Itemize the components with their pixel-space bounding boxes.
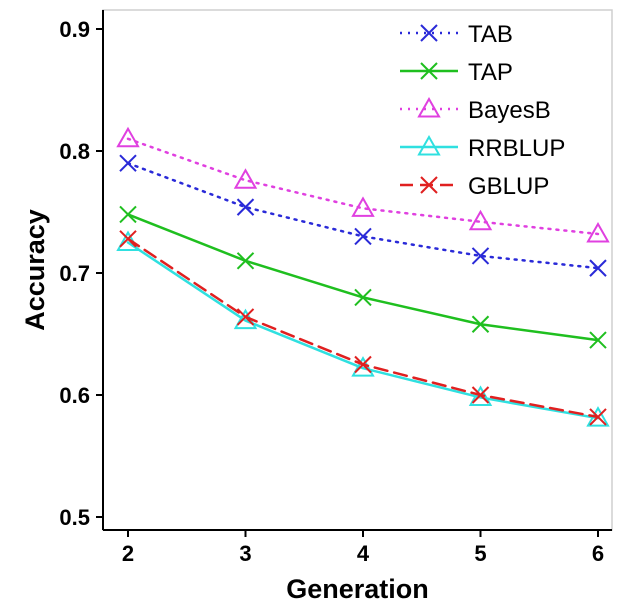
data-point-bayesb bbox=[116, 126, 140, 148]
legend-marker bbox=[417, 96, 441, 118]
legend-label: RRBLUP bbox=[468, 135, 565, 162]
legend-item-tap: TAP bbox=[400, 59, 513, 86]
legend-label: TAB bbox=[468, 21, 513, 48]
x-axis-title: Generation bbox=[286, 574, 429, 604]
data-point-gblup-stroke bbox=[236, 308, 255, 326]
data-point-tab bbox=[589, 259, 607, 277]
data-point-tab-stroke bbox=[119, 154, 137, 172]
legend-marker bbox=[417, 134, 441, 156]
data-point-tab-stroke bbox=[354, 227, 372, 246]
data-point-tab bbox=[471, 247, 490, 265]
series-tab bbox=[119, 154, 607, 277]
data-point-tap-stroke bbox=[236, 252, 255, 270]
x-tick-label: 6 bbox=[592, 541, 604, 566]
series-tap bbox=[119, 205, 607, 349]
series-line-bayesb bbox=[126, 137, 600, 236]
data-point-gblup-stroke bbox=[471, 386, 490, 404]
data-point-bayesb bbox=[233, 168, 258, 189]
data-point-rrblup bbox=[468, 385, 493, 406]
data-point-gblup bbox=[354, 355, 372, 374]
data-point-tap bbox=[236, 252, 255, 270]
data-point-tab-stroke bbox=[589, 259, 607, 277]
data-point-gblup-stroke bbox=[119, 230, 137, 248]
data-point-gblup-stroke bbox=[589, 408, 607, 426]
data-point-tab-stroke bbox=[236, 198, 255, 216]
data-point-gblup bbox=[589, 408, 607, 426]
data-point-tap bbox=[589, 331, 607, 349]
legend-marker-stroke bbox=[420, 24, 438, 42]
data-point-bayesb bbox=[586, 221, 610, 243]
data-point-tab-stroke bbox=[471, 247, 490, 265]
y-tick-label: 0.8 bbox=[59, 139, 90, 164]
x-tick-label: 5 bbox=[474, 541, 486, 566]
x-tick-label: 2 bbox=[122, 541, 134, 566]
data-point-gblup bbox=[236, 308, 255, 326]
series-line-gblup bbox=[126, 237, 600, 419]
legend-marker-stroke bbox=[420, 176, 438, 194]
data-point-tab bbox=[119, 154, 137, 172]
data-point-tap bbox=[354, 288, 372, 307]
data-point-bayesb bbox=[468, 209, 493, 231]
legend-item-rrblup: RRBLUP bbox=[400, 134, 565, 162]
series-bayesb bbox=[116, 126, 610, 243]
data-point-tap-stroke bbox=[471, 315, 490, 333]
plot-border bbox=[102, 9, 613, 531]
legend-item-bayesb: BayesB bbox=[400, 96, 551, 124]
plot-frame: 0.5 0.6 0.7 0.8 0.9 2 3 4 5 6 bbox=[59, 9, 613, 566]
series-gblup bbox=[119, 230, 607, 426]
data-point-tab bbox=[354, 227, 372, 246]
series-line-rrblup bbox=[126, 241, 600, 420]
legend-marker bbox=[420, 24, 438, 42]
legend-item-tab: TAB bbox=[400, 21, 513, 48]
legend-marker bbox=[420, 62, 438, 80]
y-tick-label: 0.6 bbox=[59, 383, 90, 408]
x-tick-label: 3 bbox=[239, 541, 251, 566]
legend-marker-stroke bbox=[420, 62, 438, 80]
legend-label: GBLUP bbox=[468, 173, 549, 200]
data-point-gblup-stroke bbox=[354, 355, 372, 374]
data-point-tap-stroke bbox=[589, 331, 607, 349]
series-layer bbox=[116, 126, 610, 427]
data-point-tap-stroke bbox=[354, 288, 372, 307]
data-point-tab bbox=[236, 198, 255, 216]
legend-label: BayesB bbox=[468, 97, 551, 124]
y-tick-label: 0.5 bbox=[59, 505, 90, 530]
y-tick-label: 0.9 bbox=[59, 17, 90, 42]
data-point-bayesb bbox=[351, 196, 375, 217]
y-axis-title: Accuracy bbox=[20, 209, 50, 331]
legend: TAB TAP BayesB RRBLUP GBLUP bbox=[400, 21, 565, 200]
data-point-tap-stroke bbox=[119, 205, 137, 224]
legend-item-gblup: GBLUP bbox=[400, 173, 549, 200]
legend-marker bbox=[420, 176, 438, 194]
legend-label: TAP bbox=[468, 59, 513, 86]
series-rrblup bbox=[116, 230, 610, 427]
data-point-tap bbox=[119, 205, 137, 224]
series-line-tap bbox=[126, 213, 600, 342]
data-point-gblup bbox=[471, 386, 490, 404]
y-tick-label: 0.7 bbox=[59, 261, 90, 286]
data-point-tap bbox=[471, 315, 490, 333]
x-tick-label: 4 bbox=[357, 541, 370, 566]
data-point-gblup bbox=[119, 230, 137, 248]
